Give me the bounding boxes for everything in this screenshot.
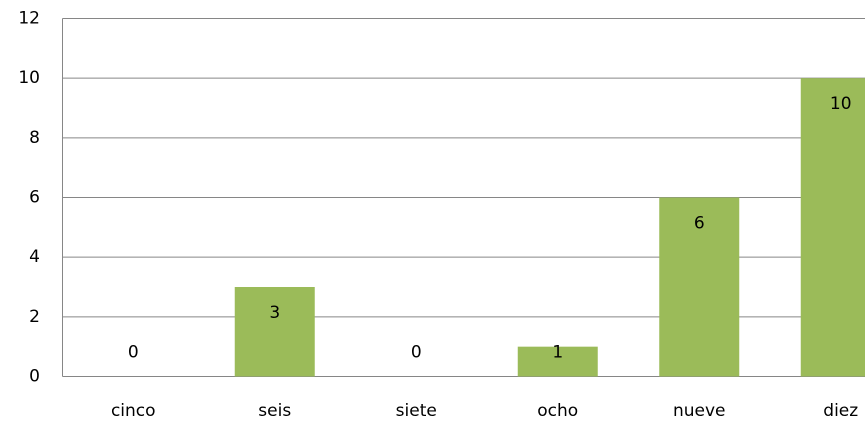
data-label: 10 — [830, 94, 852, 114]
x-tick-label: seis — [258, 401, 291, 421]
bar — [800, 78, 865, 377]
data-label: 0 — [128, 343, 139, 363]
y-tick-label: 10 — [18, 68, 40, 88]
x-tick-label: nueve — [673, 401, 726, 421]
y-tick-label: 12 — [18, 9, 40, 29]
x-tick-label: diez — [823, 401, 858, 421]
y-tick-label: 4 — [29, 247, 40, 267]
bar — [659, 197, 740, 377]
data-label: 1 — [552, 343, 563, 363]
y-tick-label: 8 — [29, 128, 40, 148]
y-tick-label: 0 — [29, 367, 40, 387]
bar — [517, 346, 598, 377]
x-tick-label: ocho — [537, 401, 578, 421]
data-label: 6 — [694, 214, 705, 234]
x-tick-label: siete — [396, 401, 437, 421]
bar — [234, 287, 315, 377]
y-tick-label: 6 — [29, 188, 40, 208]
data-label: 0 — [411, 343, 422, 363]
data-label: 3 — [269, 303, 280, 323]
y-tick-label: 2 — [29, 307, 40, 327]
x-tick-label: cinco — [111, 401, 156, 421]
